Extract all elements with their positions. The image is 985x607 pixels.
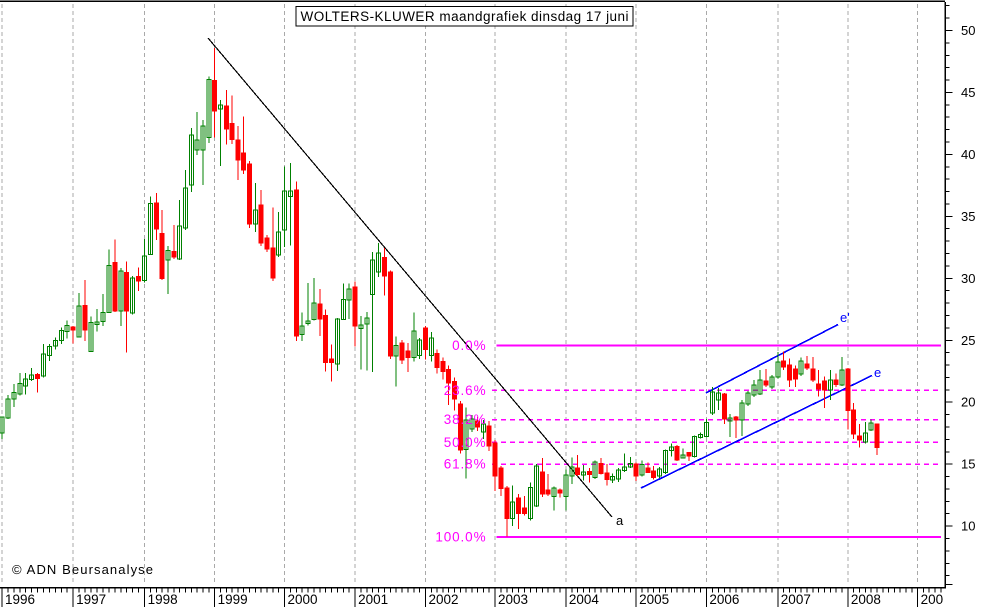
- svg-text:2002: 2002: [429, 592, 459, 607]
- svg-text:50.0%: 50.0%: [444, 435, 487, 450]
- svg-text:0.0%: 0.0%: [452, 338, 486, 353]
- svg-text:100.0%: 100.0%: [435, 530, 486, 545]
- svg-text:© ADN Beursanalyse: © ADN Beursanalyse: [12, 562, 154, 577]
- svg-text:20: 20: [961, 395, 975, 410]
- svg-text:38.2%: 38.2%: [444, 412, 487, 427]
- svg-text:30: 30: [961, 271, 975, 286]
- svg-text:2006: 2006: [709, 592, 739, 607]
- svg-text:a: a: [616, 513, 624, 528]
- svg-text:35: 35: [961, 209, 975, 224]
- svg-text:2008: 2008: [851, 592, 881, 607]
- svg-text:e: e: [874, 365, 881, 380]
- svg-text:45: 45: [961, 85, 975, 100]
- svg-text:2004: 2004: [569, 592, 600, 607]
- svg-text:2005: 2005: [639, 592, 669, 607]
- svg-text:10: 10: [961, 519, 975, 534]
- svg-text:WOLTERS-KLUWER maandgrafiek di: WOLTERS-KLUWER maandgrafiek dinsdag 17 j…: [301, 9, 629, 24]
- svg-text:40: 40: [961, 147, 975, 162]
- svg-text:1998: 1998: [148, 592, 178, 607]
- svg-text:2007: 2007: [781, 592, 811, 607]
- svg-text:1997: 1997: [76, 592, 106, 607]
- svg-text:23.6%: 23.6%: [444, 383, 487, 398]
- svg-text:e': e': [840, 310, 850, 325]
- svg-text:1999: 1999: [218, 592, 248, 607]
- svg-text:2003: 2003: [498, 592, 528, 607]
- svg-text:2000: 2000: [288, 592, 318, 607]
- svg-text:200: 200: [921, 592, 944, 607]
- svg-text:1996: 1996: [5, 592, 35, 607]
- svg-text:2001: 2001: [358, 592, 388, 607]
- svg-text:15: 15: [961, 457, 975, 472]
- svg-text:50: 50: [961, 23, 975, 38]
- svg-text:61.8%: 61.8%: [444, 457, 487, 472]
- svg-text:25: 25: [961, 333, 975, 348]
